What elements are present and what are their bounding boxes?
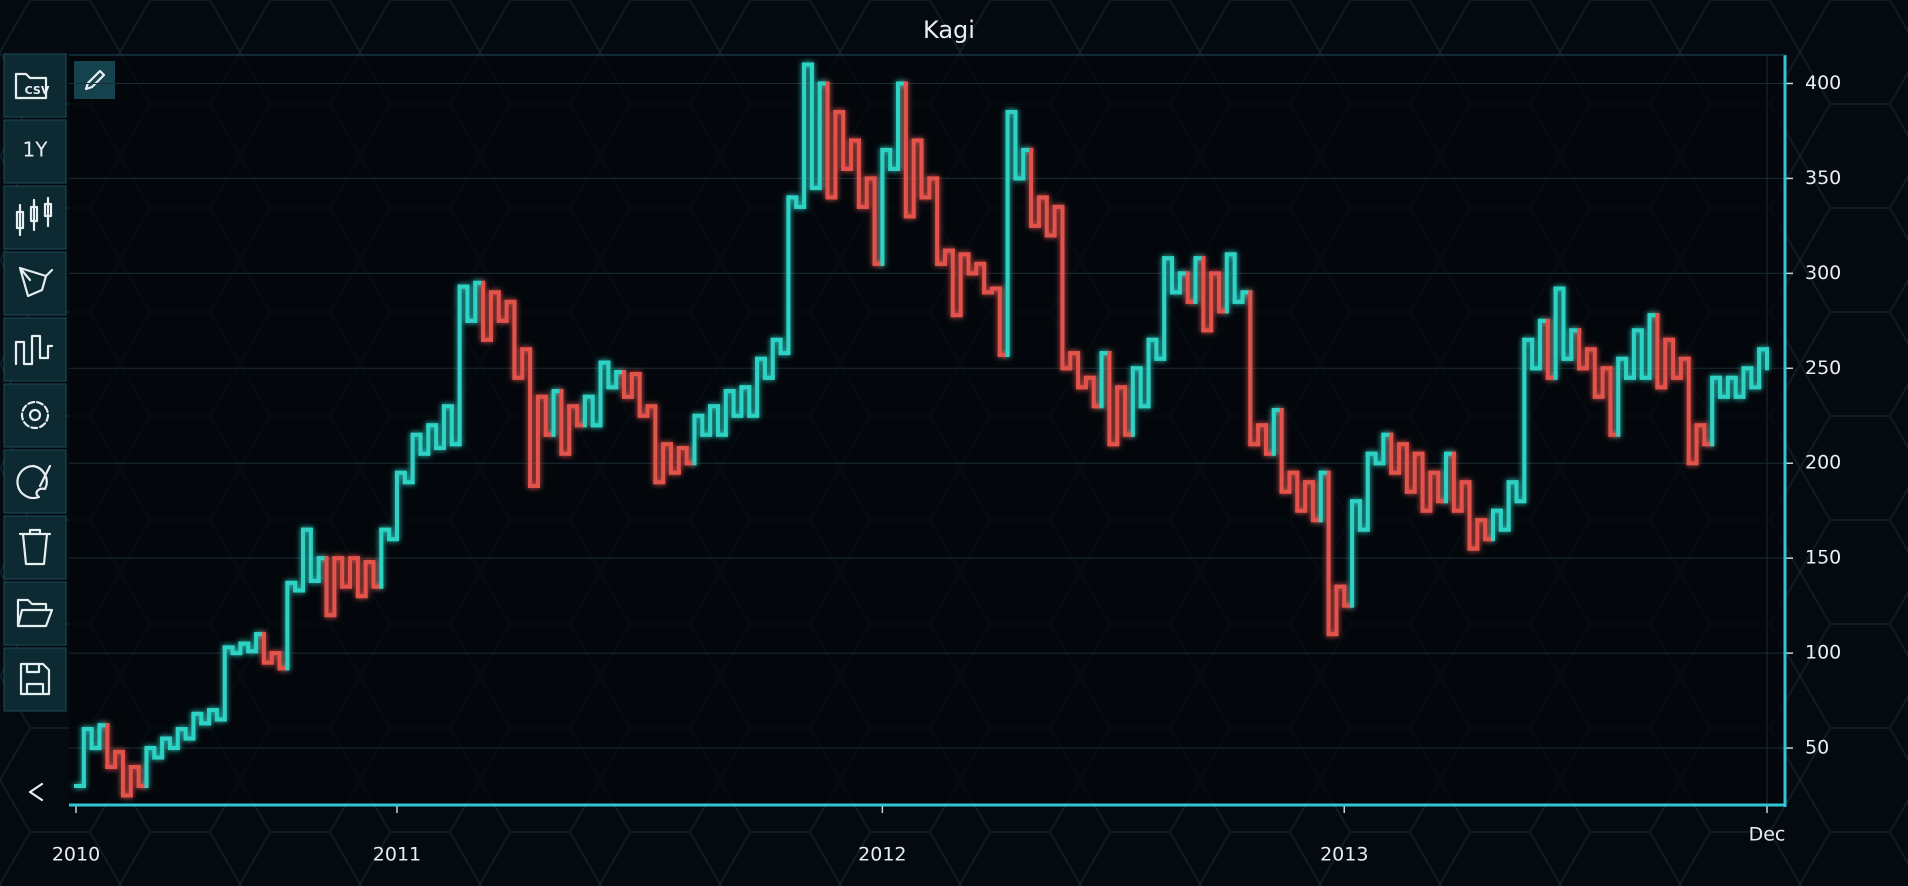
button-bg: [3, 53, 67, 118]
y-tick-label: 300: [1805, 262, 1841, 284]
save-button[interactable]: [3, 647, 67, 712]
plot-area: [69, 55, 1785, 805]
gear-hub: [28, 408, 42, 422]
range-button[interactable]: 1Y: [3, 119, 67, 184]
folder-icon: [14, 72, 48, 100]
gear-icon: [20, 400, 50, 430]
y-tick-label: 350: [1805, 167, 1841, 189]
theme-button[interactable]: [3, 449, 67, 514]
x-tick-label: Dec: [1749, 824, 1786, 846]
y-tick-label: 50: [1805, 737, 1829, 759]
save-icon: [19, 662, 51, 696]
button-bg: [3, 647, 67, 712]
candles-icon: [15, 196, 53, 237]
kagi-lines: [74, 62, 1769, 798]
button-bg: [74, 61, 115, 99]
button-bg: [3, 251, 67, 316]
kagi-button[interactable]: [3, 317, 67, 382]
open-button[interactable]: [3, 581, 67, 646]
pencil-icon: [84, 69, 106, 91]
chart-title: Kagi: [923, 16, 975, 44]
button-bg: [3, 449, 67, 514]
clear-button[interactable]: [3, 515, 67, 580]
button-bg: [3, 383, 67, 448]
palette-icon: [16, 464, 52, 500]
y-tick-label: 400: [1805, 72, 1841, 94]
button-bg: [3, 317, 67, 382]
toolbar: CSV 1Y: [3, 53, 67, 802]
collapse-arrow[interactable]: [28, 782, 44, 802]
button-bg: [3, 515, 67, 580]
y-tick-label: 250: [1805, 357, 1841, 379]
y-tick-label: 150: [1805, 547, 1841, 569]
x-tick-label: 2011: [373, 844, 421, 866]
x-tick-label: 2013: [1320, 844, 1368, 866]
axes: 50 100 150 200 250 300 350 400 2010 2011 2012 2013 D…: [52, 54, 1841, 866]
series-type-button[interactable]: [3, 185, 67, 250]
button-bg: [3, 581, 67, 646]
button-bg: [3, 119, 67, 184]
range-label: 1Y: [23, 138, 49, 162]
bin-icon: [18, 528, 52, 566]
x-tick-label: 2010: [52, 844, 100, 866]
y-tick-label: 200: [1805, 452, 1841, 474]
csv-label: CSV: [25, 84, 50, 97]
edit-button[interactable]: [74, 61, 115, 99]
settings-button[interactable]: [3, 383, 67, 448]
draw-button[interactable]: [3, 251, 67, 316]
grid: [69, 55, 1785, 805]
steps-icon: [14, 334, 54, 366]
csv-button[interactable]: CSV: [3, 53, 67, 118]
x-tick-label: 2012: [858, 844, 906, 866]
y-tick-label: 100: [1805, 642, 1841, 664]
pen-icon: [18, 266, 54, 298]
open-icon: [16, 598, 54, 628]
